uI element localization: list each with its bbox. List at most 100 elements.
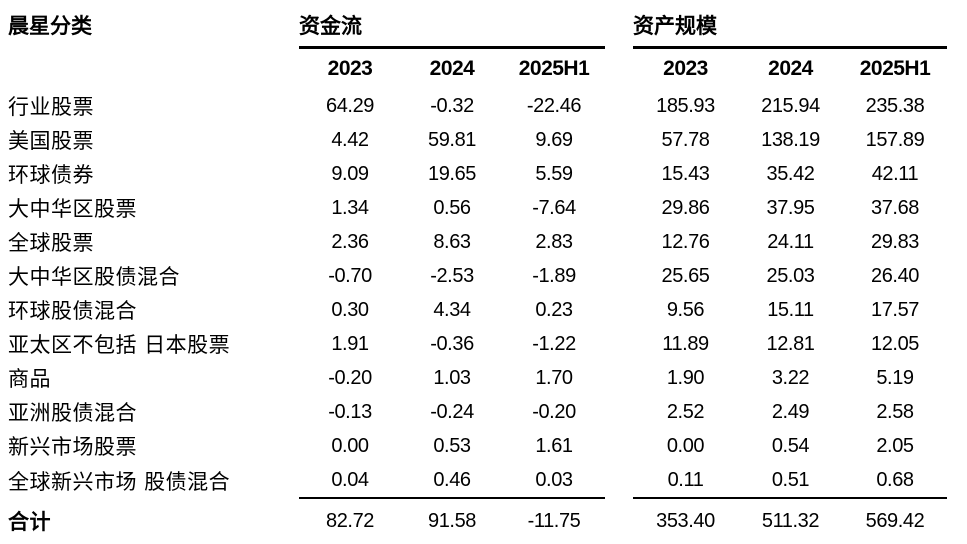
cell-value: 11.89 <box>662 332 709 355</box>
table-row: 亚太区不包括 日本股票 1.91 -0.36 -1.22 11.89 12.81… <box>8 327 947 361</box>
cell-value: 1.90 <box>666 366 705 389</box>
cell-value: 235.38 <box>865 94 925 117</box>
cell-value: -0.20 <box>328 366 372 389</box>
cell-value: -1.22 <box>532 332 576 355</box>
cell-value: 9.69 <box>535 128 573 151</box>
col-header-flow-2024: 2024 <box>429 57 475 80</box>
year-header-row: 2023 2024 2025H1 2023 2024 2025H1 <box>8 48 947 90</box>
group-header-row: 晨星分类 资金流 资产规模 <box>8 6 947 49</box>
cell-value: 42.11 <box>871 162 919 185</box>
row-label: 商品 <box>8 367 51 391</box>
cell-value: -0.20 <box>532 400 576 423</box>
table-row: 全球新兴市场 股债混合 0.04 0.46 0.03 0.11 0.51 0.6… <box>8 463 947 499</box>
cell-value: -0.36 <box>430 332 474 355</box>
cell-value: 12.81 <box>766 332 815 355</box>
cell-value: 19.65 <box>427 162 477 185</box>
cell-value: -0.32 <box>430 94 474 117</box>
cell-value: 15.11 <box>767 298 814 321</box>
cell-value: 29.86 <box>661 196 710 219</box>
column-gap <box>605 259 633 293</box>
column-gap <box>605 498 633 543</box>
cell-value: 138.19 <box>761 128 820 151</box>
cell-value: 0.30 <box>331 298 369 321</box>
column-gap <box>605 89 633 123</box>
fund-flow-asset-table: 晨星分类 资金流 资产规模 2023 2024 2025H1 2023 2024… <box>8 6 947 543</box>
cell-value: 37.68 <box>870 196 920 219</box>
row-label: 美国股票 <box>8 129 94 153</box>
cell-value: 0.56 <box>433 196 471 219</box>
cell-value: 35.42 <box>766 162 815 185</box>
cell-value: 0.54 <box>771 434 810 457</box>
cell-value: 24.11 <box>767 230 814 253</box>
cell-value: 1.91 <box>331 332 369 355</box>
cell-value: 12.76 <box>661 230 710 253</box>
cell-value: 64.29 <box>325 94 375 117</box>
total-value: 569.42 <box>865 509 925 532</box>
cell-value: -2.53 <box>430 264 474 287</box>
column-gap <box>605 48 633 90</box>
column-gap <box>605 191 633 225</box>
cell-value: 9.09 <box>331 162 369 185</box>
column-gap <box>605 225 633 259</box>
cell-value: 5.19 <box>876 366 914 389</box>
total-row: 合计 82.72 91.58 -11.75 353.40 511.32 569.… <box>8 498 947 543</box>
cell-value: 2.05 <box>876 434 914 457</box>
cell-value: 0.04 <box>299 463 401 499</box>
cell-value: 0.11 <box>633 463 738 499</box>
column-gap <box>605 463 633 498</box>
cell-value: 3.22 <box>771 366 810 389</box>
cell-value: 2.83 <box>535 230 573 253</box>
cell-value: 215.94 <box>761 94 820 117</box>
row-label: 行业股票 <box>8 95 94 119</box>
row-label: 全球新兴市场 股债混合 <box>8 469 231 494</box>
column-gap <box>605 361 633 395</box>
cell-value: 1.34 <box>331 196 369 219</box>
cell-value: 1.03 <box>433 366 471 389</box>
cell-value: 57.78 <box>661 128 710 151</box>
cell-value: 0.53 <box>433 434 471 457</box>
total-value: 82.72 <box>325 509 375 532</box>
table-row: 新兴市场股票 0.00 0.53 1.61 0.00 0.54 2.05 <box>8 429 947 463</box>
table-row: 大中华区股债混合 -0.70 -2.53 -1.89 25.65 25.03 2… <box>8 259 947 293</box>
column-gap <box>605 395 633 429</box>
cell-value: -7.64 <box>532 196 576 219</box>
row-header-title: 晨星分类 <box>8 13 92 38</box>
cell-value: 8.63 <box>433 230 471 253</box>
cell-value: 157.89 <box>865 128 925 151</box>
cell-value: 2.49 <box>771 400 810 423</box>
cell-value: 1.70 <box>535 366 573 389</box>
cell-value: 0.23 <box>535 298 573 321</box>
row-label: 新兴市场股票 <box>8 435 137 459</box>
cell-value: 0.00 <box>331 434 369 457</box>
table-row: 美国股票 4.42 59.81 9.69 57.78 138.19 157.89 <box>8 123 947 157</box>
column-gap <box>605 327 633 361</box>
cell-value: 17.57 <box>870 298 920 321</box>
column-gap <box>605 293 633 327</box>
cell-value: -0.13 <box>328 400 372 423</box>
cell-value: -0.70 <box>328 264 372 287</box>
row-label: 全球股票 <box>8 231 94 255</box>
total-value: -11.75 <box>527 509 581 532</box>
cell-value: 4.42 <box>331 128 369 151</box>
row-label: 亚洲股债混合 <box>8 401 137 425</box>
column-gap <box>605 157 633 191</box>
cell-value: 2.52 <box>666 400 705 423</box>
col-header-aum-2024: 2024 <box>768 57 813 80</box>
table-row: 全球股票 2.36 8.63 2.83 12.76 24.11 29.83 <box>8 225 947 259</box>
total-label: 合计 <box>8 508 51 534</box>
col-header-aum-2025h1: 2025H1 <box>859 57 931 80</box>
cell-value: 9.56 <box>666 298 705 321</box>
column-gap <box>605 6 633 48</box>
cell-value: 2.36 <box>331 230 369 253</box>
row-label: 大中华区股票 <box>8 197 137 221</box>
row-label: 大中华区股债混合 <box>8 265 180 289</box>
row-label: 环球债券 <box>8 163 94 187</box>
cell-value: 0.68 <box>843 463 947 499</box>
group-header-capital-flow: 资金流 <box>299 6 605 49</box>
table-row: 环球股债混合 0.30 4.34 0.23 9.56 15.11 17.57 <box>8 293 947 327</box>
cell-value: 25.03 <box>766 264 815 287</box>
cell-value: 0.03 <box>503 463 605 499</box>
column-gap <box>605 123 633 157</box>
cell-value: 2.58 <box>876 400 914 423</box>
